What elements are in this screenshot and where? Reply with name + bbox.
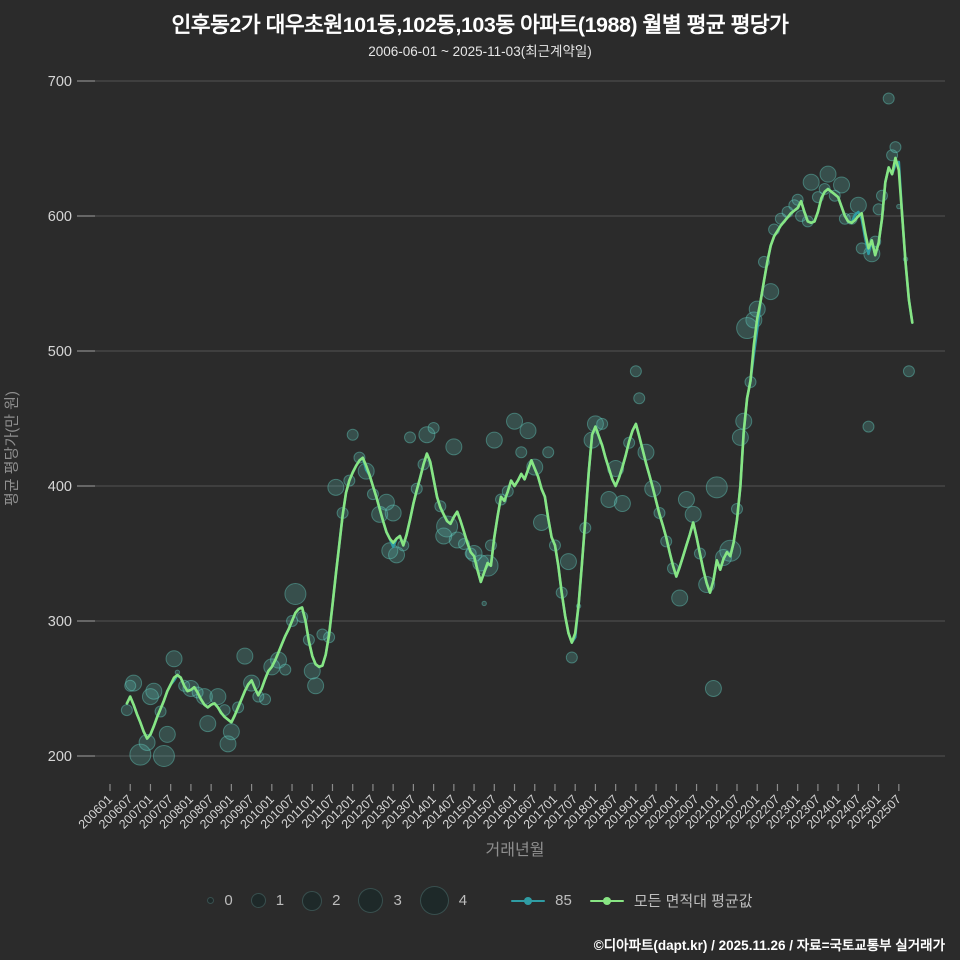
- transaction-bubble: [596, 417, 609, 430]
- transaction-bubble: [875, 189, 888, 202]
- transaction-bubble: [404, 431, 417, 444]
- transaction-bubble: [284, 583, 307, 605]
- transaction-bubble: [129, 743, 152, 766]
- transaction-bubble: [889, 141, 902, 154]
- legend-size-0[interactable]: 0: [207, 892, 233, 909]
- price-chart[interactable]: 2003004005006007002006012006072007012007…: [0, 0, 960, 880]
- legend-series-average-label: 모든 면적대 평균값: [633, 893, 753, 910]
- transaction-bubble: [613, 495, 631, 513]
- transaction-bubble: [165, 650, 183, 668]
- y-tick-label: 300: [48, 614, 72, 630]
- page-title: 인후동2가 대우초원101동,102동,103동 아파트(1988) 월별 평균…: [171, 13, 789, 37]
- transaction-bubble: [145, 682, 163, 700]
- transaction-bubble: [862, 420, 875, 433]
- y-tick-label: 500: [48, 344, 72, 360]
- transaction-bubble: [353, 451, 366, 464]
- transaction-bubble: [565, 651, 578, 664]
- legend-series-85[interactable]: 85: [511, 892, 572, 909]
- transaction-bubble: [762, 283, 780, 301]
- x-axis-title: 거래년월: [485, 842, 545, 859]
- transaction-bubble: [418, 426, 436, 444]
- transaction-bubble: [327, 478, 345, 496]
- series-average-line-icon: [589, 896, 624, 906]
- series-line-average: [125, 156, 914, 740]
- transaction-bubble: [120, 704, 133, 717]
- transaction-bubble: [279, 663, 292, 676]
- legend-size-1[interactable]: 1: [250, 892, 285, 909]
- transaction-bubble: [435, 527, 453, 545]
- transaction-bubble: [138, 734, 156, 751]
- legend-size-4-label: 4: [458, 892, 468, 909]
- transaction-bubble: [346, 428, 359, 441]
- legend-size-1-label: 1: [275, 892, 285, 909]
- transaction-bubble: [684, 505, 702, 523]
- transaction-bubble: [506, 412, 524, 430]
- bubble-size-1-icon: [250, 893, 266, 908]
- transaction-bubble: [600, 491, 618, 508]
- transaction-bubble: [125, 674, 143, 692]
- legend-size-2-label: 2: [332, 892, 341, 909]
- transaction-bubble: [902, 365, 915, 378]
- transaction-bubble: [252, 690, 265, 703]
- transaction-bubble: [586, 415, 604, 433]
- transaction-bubble: [236, 647, 254, 665]
- bubble-size-0-icon: [207, 897, 215, 904]
- bubble-size-3-icon: [358, 888, 384, 913]
- transaction-bubble: [141, 688, 159, 706]
- transaction-bubble: [731, 428, 749, 446]
- series-85-line-icon: [511, 896, 546, 906]
- transaction-bubble: [481, 600, 487, 607]
- legend-size-3-label: 3: [393, 892, 402, 909]
- legend-size-0-label: 0: [224, 892, 233, 909]
- transaction-bubble: [802, 173, 820, 191]
- transaction-bubble: [542, 446, 555, 459]
- transaction-bubble: [515, 446, 528, 459]
- transaction-bubble: [705, 476, 728, 499]
- transaction-bubble: [833, 176, 851, 194]
- transaction-bubble: [519, 422, 537, 440]
- legend-series-85-label: 85: [555, 892, 572, 909]
- legend-size-3[interactable]: 3: [358, 888, 402, 913]
- transaction-bubble: [222, 723, 240, 741]
- bubble-size-2-icon: [302, 890, 323, 911]
- transaction-bubble: [427, 421, 440, 434]
- legend-size-2[interactable]: 2: [302, 890, 341, 911]
- transaction-bubble: [158, 725, 176, 743]
- date-range-subtitle: 2006-06-01 ~ 2025-11-03(최근계약일): [368, 44, 592, 59]
- transaction-bubble: [882, 92, 895, 105]
- transaction-bubble: [633, 392, 646, 405]
- y-tick-label: 600: [48, 209, 72, 225]
- y-tick-label: 700: [48, 74, 72, 90]
- transaction-bubble: [307, 677, 325, 695]
- y-tick-label: 200: [48, 749, 72, 765]
- y-axis-title: 평균 평당가(만 원): [3, 391, 21, 506]
- transaction-bubble: [704, 680, 722, 697]
- transaction-bubble: [677, 491, 695, 508]
- legend-series-average[interactable]: 모든 면적대 평균값: [589, 890, 753, 911]
- transaction-bubble: [152, 745, 175, 767]
- transaction-bubble: [199, 715, 217, 733]
- legend-size-4[interactable]: 4: [419, 886, 468, 915]
- y-tick-label: 400: [48, 479, 72, 495]
- transaction-bubble: [388, 546, 406, 564]
- transaction-bubble: [445, 438, 463, 456]
- bubble-size-4-icon: [419, 886, 449, 915]
- transaction-bubble: [384, 504, 402, 522]
- transaction-bubble: [819, 165, 837, 183]
- transaction-bubble: [303, 662, 321, 680]
- transaction-bubble: [219, 735, 237, 753]
- copyright-footer: ©디아파트(dapt.kr) / 2025.11.26 / 자료=국토교통부 실…: [593, 938, 945, 953]
- transaction-bubble: [124, 679, 137, 692]
- transaction-bubble: [559, 553, 577, 571]
- legend: 0 1 2 3 4 85 모든 면적대 평균값: [0, 886, 960, 915]
- transaction-bubble: [671, 589, 689, 607]
- transaction-bubble: [209, 688, 227, 706]
- transaction-bubble: [629, 365, 642, 378]
- transaction-bubble: [259, 693, 272, 706]
- transaction-bubble: [485, 431, 503, 449]
